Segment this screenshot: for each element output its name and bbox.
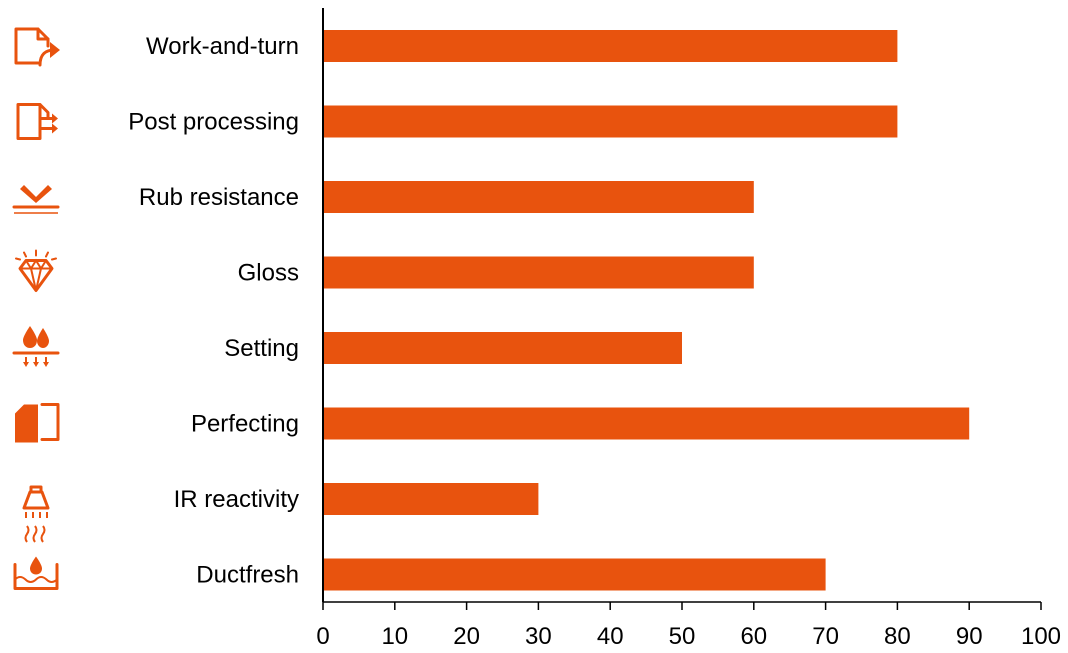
x-tick-label: 30 (525, 623, 552, 650)
category-label: Work-and-turn (146, 33, 299, 60)
category-icons (12, 27, 60, 590)
category-label: Perfecting (191, 411, 299, 438)
category-label: IR reactivity (174, 486, 299, 513)
category-label: Ductfresh (196, 562, 299, 589)
bar-gloss (323, 256, 754, 289)
bar-rub-resistance (323, 181, 754, 213)
x-tick-label: 40 (597, 623, 624, 650)
bar-setting (323, 332, 682, 364)
gloss-icon (15, 249, 57, 292)
x-tick-label: 60 (740, 623, 767, 650)
x-tick-label: 0 (316, 623, 329, 650)
x-tick-label: 80 (884, 623, 911, 650)
category-label: Gloss (238, 260, 299, 287)
x-tick-label: 90 (956, 623, 983, 650)
bar-post-processing (323, 105, 898, 138)
rub-resistance-icon (12, 185, 60, 214)
bar-ductfresh (323, 558, 826, 591)
setting-icon (12, 326, 60, 367)
category-label: Rub resistance (139, 184, 299, 211)
work-and-turn-icon (14, 27, 60, 67)
ductfresh-icon (13, 556, 59, 590)
post-processing-icon (16, 103, 58, 140)
perfecting-icon (15, 403, 60, 443)
bars (323, 30, 970, 591)
x-tick-label: 70 (812, 623, 839, 650)
x-tick-label: 20 (453, 623, 480, 650)
axes: 0 10 20 30 40 50 60 70 80 90 100 (316, 8, 1061, 650)
category-label: Setting (224, 335, 299, 362)
bar-ir-reactivity (323, 483, 539, 515)
category-labels: Work-and-turn Post processing Rub resistan… (128, 33, 299, 589)
ir-reactivity-icon (22, 485, 50, 543)
bar-perfecting (323, 407, 970, 440)
x-tick-label: 50 (669, 623, 696, 650)
x-tick-label: 100 (1021, 623, 1061, 650)
bar-work-and-turn (323, 30, 898, 62)
x-tick-label: 10 (381, 623, 408, 650)
category-label: Post processing (128, 109, 299, 136)
